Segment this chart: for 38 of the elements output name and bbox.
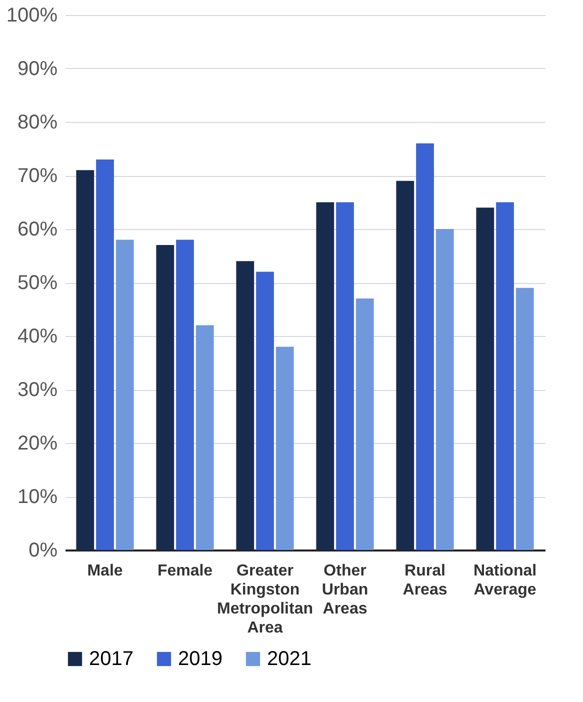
x-tick-label: Male (87, 562, 123, 580)
bar (476, 208, 494, 550)
bar (436, 229, 454, 550)
y-tick-label: 100% (6, 4, 58, 26)
bar (516, 288, 534, 550)
x-tick-label: Female (157, 562, 213, 580)
y-tick-label: 90% (17, 58, 58, 80)
bar (496, 202, 514, 550)
x-tick-label: Other Urban Areas (322, 562, 368, 618)
bar (176, 240, 194, 550)
bar (96, 159, 114, 550)
bar (236, 261, 254, 550)
legend-label: 2021 (267, 648, 312, 670)
bar (316, 202, 334, 550)
y-tick-label: 60% (17, 218, 58, 240)
bar (336, 202, 354, 550)
y-tick-label: 70% (17, 165, 58, 187)
bar (116, 240, 134, 550)
bar (256, 272, 274, 550)
bar (196, 325, 214, 550)
x-tick-label: Greater Kingston Metropolitan Area (217, 562, 313, 636)
bar (276, 346, 294, 550)
y-tick-label: 40% (17, 326, 58, 348)
legend-label: 2019 (178, 648, 222, 670)
x-tick-label: Rural Areas (402, 562, 448, 598)
bar (356, 298, 374, 550)
y-tick-label: 0% (28, 540, 58, 562)
bar (396, 180, 414, 550)
x-tick-label: National Average (473, 562, 537, 598)
legend-label: 2017 (89, 648, 134, 670)
bar (156, 245, 174, 550)
y-tick-label: 20% (17, 432, 58, 454)
y-tick-label: 30% (17, 379, 58, 401)
y-tick-label: 10% (17, 486, 58, 508)
y-tick-label: 50% (17, 272, 58, 294)
bar (76, 170, 94, 550)
bar (416, 143, 434, 550)
y-tick-label: 80% (17, 112, 58, 134)
